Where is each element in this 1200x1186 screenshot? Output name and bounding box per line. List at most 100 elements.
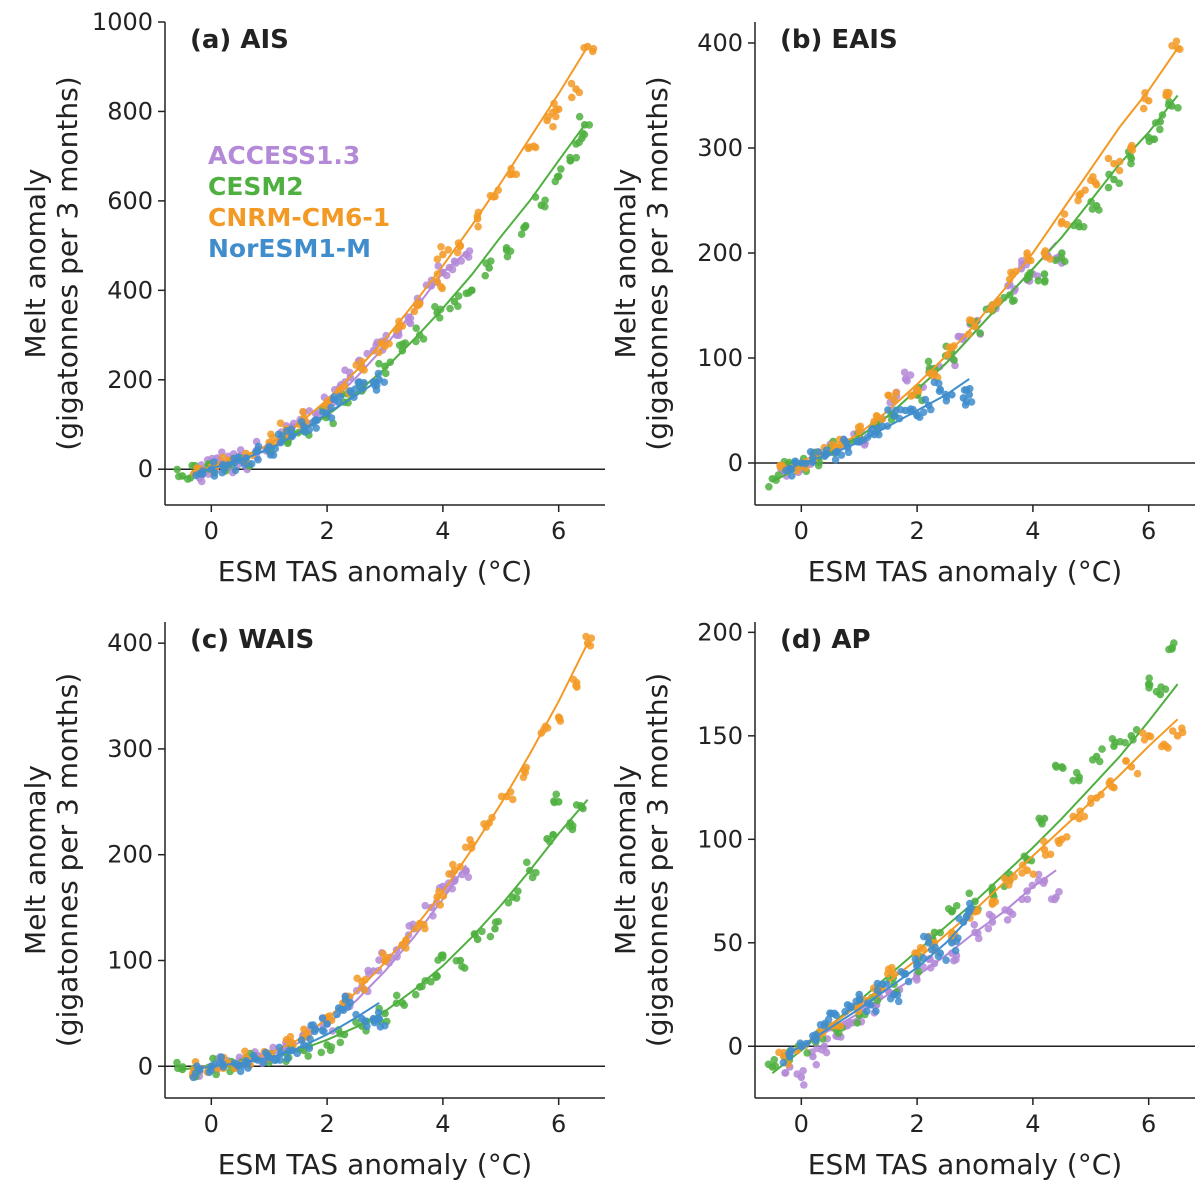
y-tick-label: 400 <box>107 629 153 657</box>
data-point-cluster <box>240 460 249 469</box>
data-point-cluster <box>1018 257 1026 265</box>
data-point-cluster <box>193 1062 201 1070</box>
data-point-cluster <box>363 1022 371 1031</box>
data-point-cluster <box>782 466 790 475</box>
data-point-cluster <box>412 924 421 932</box>
data-point-cluster <box>512 894 521 902</box>
data-point-cluster <box>1041 851 1050 859</box>
data-point-cluster <box>230 454 238 463</box>
data-point-cluster <box>210 472 219 480</box>
series-cnrm-cm6-1 <box>776 37 1184 475</box>
data-point-cluster <box>521 223 529 231</box>
data-point-cluster <box>278 432 286 440</box>
data-point-cluster <box>380 378 389 387</box>
y-tick-label: 200 <box>107 841 153 869</box>
data-point-cluster <box>1152 687 1161 696</box>
x-axis-label: ESM TAS anomaly (°C) <box>808 1148 1122 1181</box>
data-point <box>381 362 389 371</box>
data-point-cluster <box>402 936 410 945</box>
data-point-cluster <box>452 956 461 965</box>
data-point-cluster <box>1054 837 1062 845</box>
data-point-cluster <box>382 331 390 340</box>
data-point-cluster <box>317 1048 326 1057</box>
data-point-cluster <box>892 389 900 397</box>
data-point-cluster <box>589 44 598 53</box>
data-point-cluster <box>1121 738 1129 747</box>
data-point-cluster <box>254 442 263 451</box>
data-point-cluster <box>333 1010 341 1019</box>
data-point-cluster <box>320 1027 328 1036</box>
data-point-cluster <box>556 717 565 725</box>
legend-entry: NorESM1-M <box>208 234 371 263</box>
data-point-cluster <box>1046 255 1054 263</box>
data-point-cluster <box>852 997 860 1006</box>
data-point-cluster <box>566 156 575 165</box>
data-point-cluster <box>446 304 454 313</box>
data-point-cluster <box>844 448 853 457</box>
fit-line <box>789 378 970 470</box>
data-point-cluster <box>1115 166 1124 175</box>
x-tick-label: 2 <box>319 517 334 545</box>
data-point-cluster <box>1115 179 1124 188</box>
data-point-cluster <box>212 1070 220 1079</box>
series-noresm1-m <box>782 378 976 480</box>
data-point-cluster <box>1072 768 1081 777</box>
data-point-cluster <box>192 471 200 480</box>
y-axis-label: Melt anomaly <box>19 765 52 955</box>
data-point-cluster <box>1168 643 1176 652</box>
data-point-cluster <box>1145 674 1153 683</box>
fit-line <box>789 917 970 1054</box>
data-point-cluster <box>544 112 553 121</box>
data-point-cluster <box>1060 210 1069 218</box>
data-point-cluster <box>872 1007 880 1016</box>
data-point-cluster <box>481 271 490 280</box>
data-point-cluster <box>402 944 410 952</box>
data-point-cluster <box>954 934 962 942</box>
data-point-cluster <box>886 994 895 1003</box>
data-point-cluster <box>1095 206 1103 214</box>
data-point-cluster <box>842 438 850 447</box>
data-point <box>491 924 499 933</box>
data-point-cluster <box>326 1046 335 1055</box>
data-point-cluster <box>567 79 576 88</box>
data-point-cluster <box>961 401 970 409</box>
y-tick-label: 200 <box>107 366 153 394</box>
data-point-cluster <box>375 956 383 964</box>
data-point-cluster <box>1145 137 1154 146</box>
fit-line <box>783 47 1179 470</box>
data-point-cluster <box>462 289 471 298</box>
x-tick-label: 6 <box>1141 1110 1156 1138</box>
panel-4: 0 2 4 6 0 50 100 150 200 ESM TAS anomaly (°C) Melt… <box>609 618 1195 1181</box>
data-point-cluster <box>504 898 513 907</box>
data-point-cluster <box>241 1047 249 1056</box>
y-tick-label: 1000 <box>92 8 153 36</box>
data-point-cluster <box>436 901 444 909</box>
y-tick-label: 0 <box>728 1032 743 1060</box>
data-point-cluster <box>327 414 336 422</box>
legend-entry: CNRM-CM6-1 <box>208 203 390 232</box>
data-point-cluster <box>913 962 921 970</box>
data-point-cluster <box>1057 219 1066 228</box>
data-point-cluster <box>1161 685 1170 693</box>
data-point-cluster <box>948 906 957 915</box>
data-point-cluster <box>352 1018 360 1027</box>
data-point-cluster <box>950 356 958 364</box>
data-point-cluster <box>903 377 911 385</box>
data-point-cluster <box>486 932 495 941</box>
data-point-cluster <box>431 302 439 311</box>
data-point-cluster <box>1010 296 1018 305</box>
data-point-cluster <box>771 1062 780 1070</box>
data-point-cluster <box>921 395 930 404</box>
data-point <box>1110 175 1118 184</box>
y-tick-label: 100 <box>697 825 743 853</box>
data-point-cluster <box>1041 247 1050 255</box>
data-point-cluster <box>764 1060 773 1069</box>
data-point-cluster <box>1140 735 1149 744</box>
data-point-cluster <box>421 901 430 910</box>
y-tick-label: 0 <box>728 449 743 477</box>
panel-title: (c) WAIS <box>190 625 314 655</box>
data-point-cluster <box>834 1029 843 1038</box>
data-point-cluster <box>765 482 773 491</box>
